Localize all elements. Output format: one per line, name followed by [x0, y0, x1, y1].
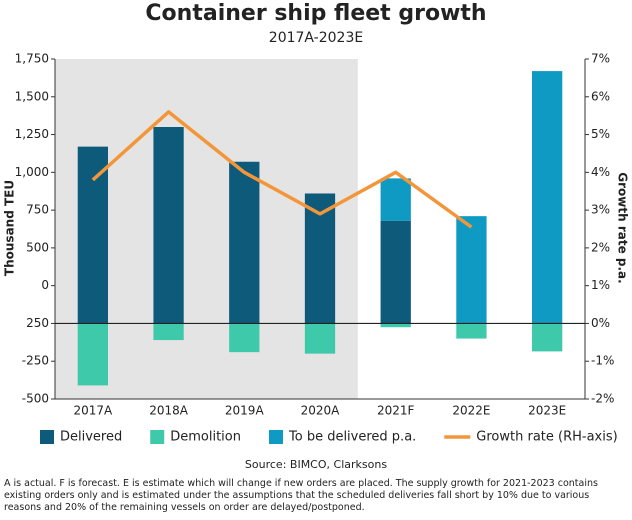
y-tick-label: 1,000	[15, 165, 49, 179]
y2-tick-label: 3%	[591, 203, 610, 217]
y-tick-label: -250	[22, 354, 49, 368]
legend-label: To be delivered p.a.	[288, 430, 416, 445]
legend-swatch	[40, 430, 54, 444]
bar	[153, 323, 184, 341]
x-tick-label: 2022E	[452, 404, 490, 418]
legend-label: Demolition	[170, 430, 241, 445]
y2-tick-label: 7%	[591, 52, 610, 66]
y-tick-label: 1,250	[15, 127, 49, 141]
legend-swatch	[269, 430, 283, 444]
y-tick-label: 1,500	[15, 89, 49, 103]
y2-axis-label: Growth rate p.a.	[616, 172, 630, 283]
y2-tick-label: 0%	[591, 316, 610, 330]
x-tick-label: 2021F	[377, 404, 415, 418]
y2-tick-label: 1%	[591, 278, 610, 292]
y2-tick-label: 5%	[591, 127, 610, 141]
y2-tick-label: -1%	[591, 354, 614, 368]
y-tick-label: 750	[26, 203, 49, 217]
bar	[77, 323, 108, 386]
y-tick-label: 500	[26, 240, 49, 254]
y-axis-label: Thousand TEU	[3, 180, 17, 276]
chart-subtitle: 2017A-2023E	[269, 30, 363, 46]
bar	[380, 178, 411, 221]
bar	[380, 323, 411, 328]
legend-label: Growth rate (RH-axis)	[476, 430, 617, 445]
bar	[380, 220, 411, 324]
y2-tick-label: -2%	[591, 392, 614, 406]
y-tick-label: -500	[22, 392, 49, 406]
footnote: A is actual. F is forecast. E is estimat…	[4, 478, 598, 513]
y-tick-label: 1,750	[15, 52, 49, 66]
x-tick-label: 2017A	[73, 404, 113, 418]
bar	[304, 323, 336, 354]
y-tick-label: 0	[41, 278, 49, 292]
bar	[229, 161, 260, 324]
bar	[77, 146, 108, 324]
y-tick-label: 250	[26, 316, 49, 330]
bar	[153, 127, 184, 324]
chart: Container ship fleet growth 2017A-2023E …	[3, 1, 630, 471]
source: Source: BIMCO, Clarksons	[245, 458, 387, 471]
legend-swatch	[150, 430, 165, 444]
legend-label: Delivered	[60, 430, 122, 445]
x-tick-label: 2018A	[149, 404, 189, 418]
chart-title: Container ship fleet growth	[145, 1, 486, 26]
bar	[229, 323, 260, 353]
bar	[456, 323, 487, 339]
growth-line	[91, 110, 473, 229]
x-tick-label: 2020A	[301, 404, 341, 418]
bar	[532, 71, 563, 324]
y2-tick-label: 2%	[591, 240, 610, 254]
bar	[532, 323, 563, 352]
bar	[456, 216, 487, 324]
y2-tick-label: 4%	[591, 165, 610, 179]
x-tick-label: 2023E	[528, 404, 566, 418]
y2-tick-label: 6%	[591, 89, 610, 103]
x-tick-label: 2019A	[225, 404, 265, 418]
